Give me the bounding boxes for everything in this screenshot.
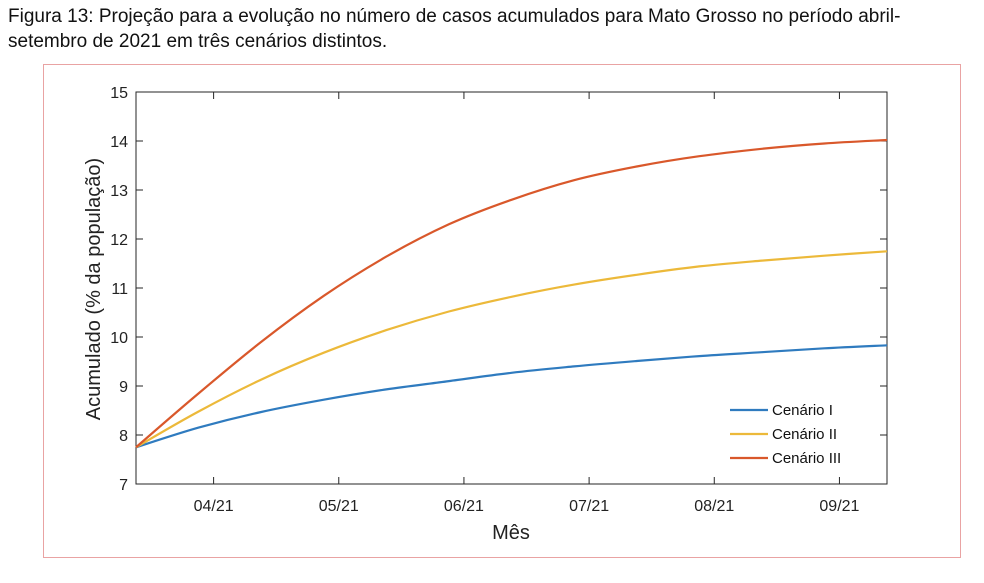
y-tick-label: 12 [110,232,128,249]
x-tick-label: 08/21 [694,498,734,515]
legend-label-3: Cenário III [772,450,841,467]
y-tick-label: 11 [111,281,128,298]
y-tick-label: 13 [110,183,128,200]
x-tick-label: 09/21 [819,498,859,515]
series-line-3 [135,138,888,449]
figure-frame [43,64,961,558]
legend-label-2: Cenário II [772,426,837,443]
y-tick-label: 7 [119,477,128,494]
x-tick-label: 07/21 [569,498,609,515]
y-tick-label: 9 [119,379,128,396]
x-tick-label: 06/21 [444,498,484,515]
x-axis-label: Mês [492,522,530,544]
y-axis-label: Acumulado (% da população) [83,158,105,420]
x-tick-label: 05/21 [319,498,359,515]
series-line-2 [135,250,888,449]
y-tick-label: 14 [110,134,128,151]
y-tick-label: 15 [110,85,128,102]
y-tick-label: 8 [119,428,128,445]
y-tick-label: 10 [110,330,128,347]
x-tick-label: 04/21 [194,498,234,515]
legend-label-1: Cenário I [772,402,833,419]
series-line-1 [135,344,888,449]
figure-caption: Figura 13: Projeção para a evolução no n… [8,6,901,52]
